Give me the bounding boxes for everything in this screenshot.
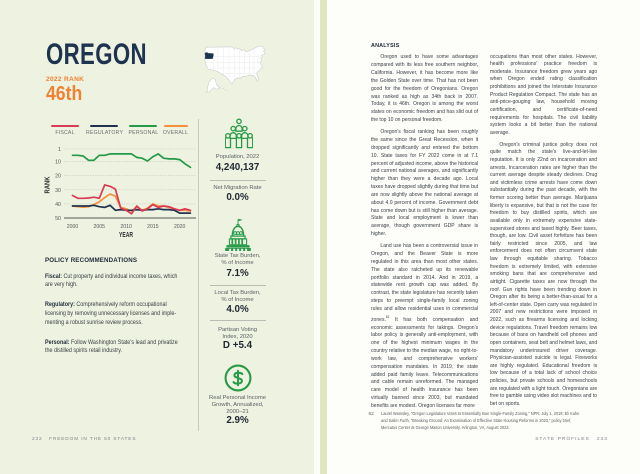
svg-text:2020: 2020 [174, 224, 186, 230]
svg-text:2005: 2005 [94, 224, 106, 230]
svg-text:40: 40 [55, 202, 61, 208]
svg-text:RANK: RANK [45, 176, 52, 193]
svg-text:50: 50 [55, 216, 61, 222]
svg-text:1: 1 [58, 147, 61, 153]
svg-text:30: 30 [55, 188, 61, 194]
svg-text:10: 10 [55, 160, 61, 166]
svg-text:20: 20 [55, 174, 61, 180]
svg-text:YEAR: YEAR [119, 232, 133, 239]
svg-text:2000: 2000 [67, 224, 79, 230]
svg-text:2010: 2010 [120, 224, 132, 230]
svg-text:2015: 2015 [147, 224, 159, 230]
